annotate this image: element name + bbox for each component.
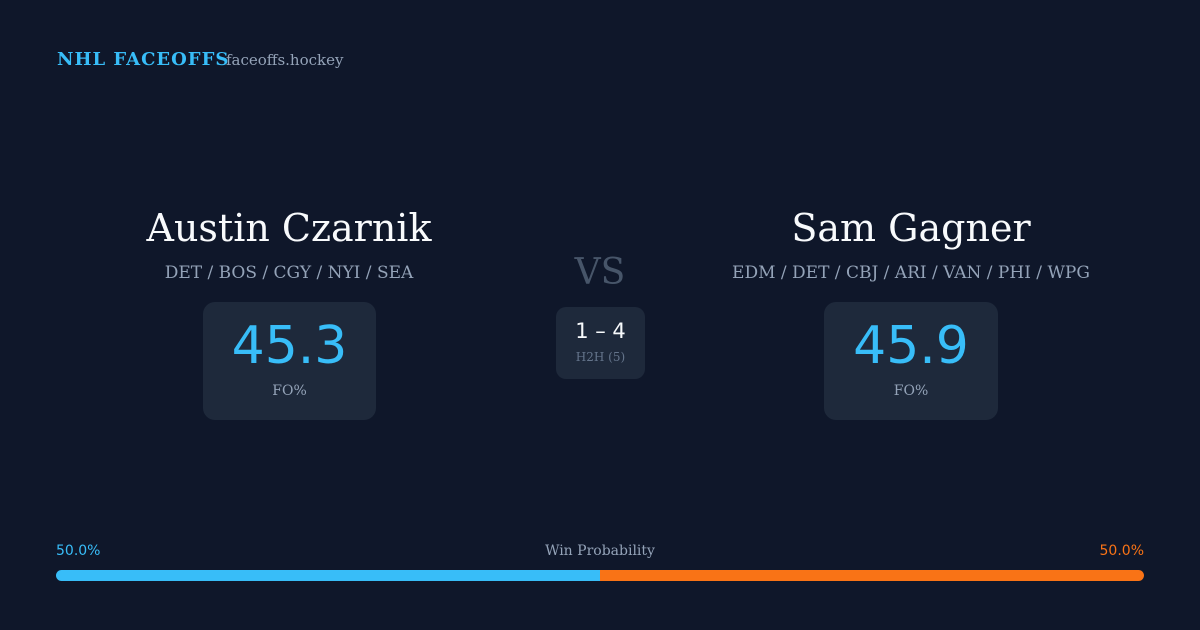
stat-box: 45.3 FO% — [203, 302, 376, 420]
probability-title: Win Probability — [545, 543, 655, 559]
player-name: Austin Czarnik — [146, 206, 432, 250]
h2h-score: 1 – 4 — [575, 319, 626, 343]
site: faceoffs.hockey — [226, 51, 344, 69]
h2h-label: H2H (5) — [575, 350, 626, 364]
brand: NHL FACEOFFS — [57, 49, 230, 70]
fo-value: 45.9 — [853, 316, 969, 376]
fo-value: 45.3 — [231, 316, 348, 376]
fo-label: FO% — [272, 383, 307, 399]
player-teams: DET / BOS / CGY / NYI / SEA — [164, 263, 414, 283]
left-probability: 50.0% — [56, 543, 101, 559]
probability-bar — [56, 570, 1144, 581]
probability-segment — [56, 570, 600, 581]
probability-segment — [600, 570, 1144, 581]
h2h-box: 1 – 4 H2H (5) — [556, 307, 645, 379]
player-name: Sam Gagner — [791, 206, 1031, 250]
fo-label: FO% — [893, 383, 929, 399]
right-probability: 50.0% — [1099, 543, 1144, 559]
versus: VS — [574, 252, 626, 293]
stat-box: 45.9 FO% — [824, 302, 998, 420]
player-teams: EDM / DET / CBJ / ARI / VAN / PHI / WPG — [732, 263, 1090, 283]
